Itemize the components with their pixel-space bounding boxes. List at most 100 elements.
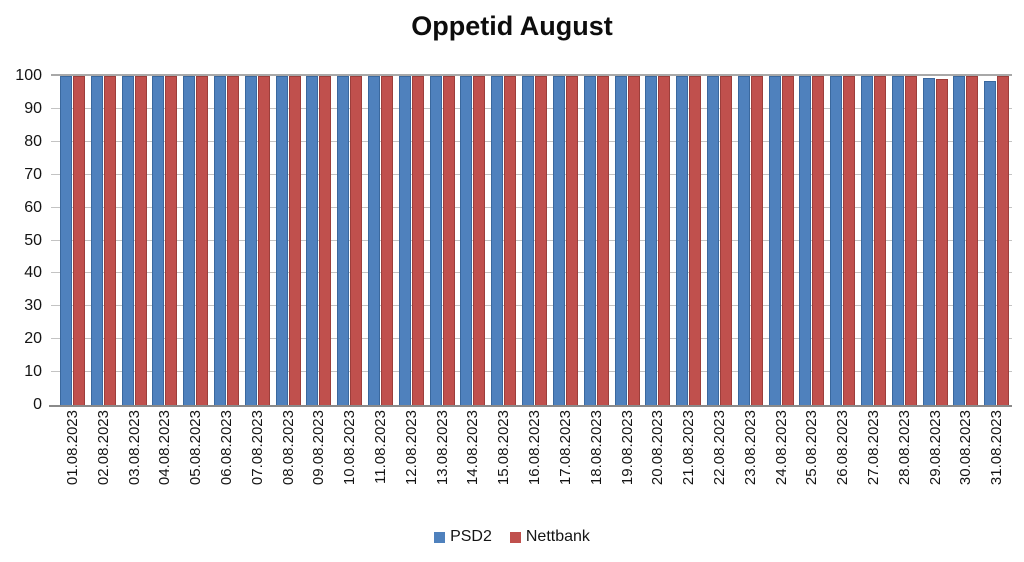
bar-nettbank-24.08.2023 bbox=[781, 76, 794, 405]
bar-nettbank-18.08.2023 bbox=[596, 76, 609, 405]
bar-psd2-07.08.2023 bbox=[244, 76, 257, 405]
bar-psd2-12.08.2023 bbox=[398, 76, 411, 405]
x-label-cell-26.08.2023: 26.08.2023 bbox=[827, 410, 858, 522]
bar-psd2-21.08.2023 bbox=[676, 76, 689, 405]
bar-group-14.08.2023 bbox=[458, 76, 489, 405]
bar-psd2-24.08.2023 bbox=[768, 76, 781, 405]
bar-psd2-09.08.2023 bbox=[306, 76, 319, 405]
bar-psd2-05.08.2023 bbox=[183, 76, 196, 405]
bar-nettbank-10.08.2023 bbox=[350, 76, 363, 405]
legend: PSD2 Nettbank bbox=[0, 528, 1024, 546]
bar-group-26.08.2023 bbox=[827, 76, 858, 405]
x-label-cell-07.08.2023: 07.08.2023 bbox=[242, 410, 273, 522]
x-label-cell-28.08.2023: 28.08.2023 bbox=[889, 410, 920, 522]
bar-psd2-19.08.2023 bbox=[614, 76, 627, 405]
plot-area bbox=[49, 74, 1012, 407]
bar-psd2-04.08.2023 bbox=[152, 76, 165, 405]
x-tick-label: 20.08.2023 bbox=[649, 410, 667, 486]
bar-nettbank-02.08.2023 bbox=[103, 76, 116, 405]
bar-nettbank-20.08.2023 bbox=[658, 76, 671, 405]
bar-nettbank-15.08.2023 bbox=[504, 76, 517, 405]
bar-nettbank-27.08.2023 bbox=[874, 76, 887, 405]
x-tick-label: 05.08.2023 bbox=[187, 410, 205, 486]
x-tick-label: 28.08.2023 bbox=[895, 410, 913, 486]
x-label-cell-17.08.2023: 17.08.2023 bbox=[550, 410, 581, 522]
legend-item-nettbank: Nettbank bbox=[509, 528, 590, 546]
x-tick-label: 29.08.2023 bbox=[926, 410, 944, 486]
x-label-cell-09.08.2023: 09.08.2023 bbox=[304, 410, 335, 522]
bar-group-22.08.2023 bbox=[704, 76, 735, 405]
x-label-cell-29.08.2023: 29.08.2023 bbox=[920, 410, 951, 522]
x-label-cell-16.08.2023: 16.08.2023 bbox=[519, 410, 550, 522]
bar-group-25.08.2023 bbox=[797, 76, 828, 405]
bar-psd2-11.08.2023 bbox=[368, 76, 381, 405]
bars-container bbox=[57, 76, 1012, 405]
chart-title: Oppetid August bbox=[411, 11, 613, 41]
bar-group-23.08.2023 bbox=[735, 76, 766, 405]
x-label-cell-18.08.2023: 18.08.2023 bbox=[581, 410, 612, 522]
bar-psd2-03.08.2023 bbox=[121, 76, 134, 405]
x-label-cell-25.08.2023: 25.08.2023 bbox=[797, 410, 828, 522]
x-label-cell-27.08.2023: 27.08.2023 bbox=[858, 410, 889, 522]
x-label-cell-10.08.2023: 10.08.2023 bbox=[334, 410, 365, 522]
x-tick-label: 30.08.2023 bbox=[957, 410, 975, 486]
x-tick-label: 31.08.2023 bbox=[988, 410, 1006, 486]
x-label-cell-14.08.2023: 14.08.2023 bbox=[458, 410, 489, 522]
bar-group-17.08.2023 bbox=[550, 76, 581, 405]
bar-psd2-29.08.2023 bbox=[922, 77, 935, 405]
x-label-cell-31.08.2023: 31.08.2023 bbox=[981, 410, 1012, 522]
y-axis: 0 10 20 30 40 50 60 70 80 90 100 bbox=[0, 67, 46, 413]
x-tick-label: 01.08.2023 bbox=[63, 410, 81, 486]
bar-nettbank-05.08.2023 bbox=[196, 76, 209, 405]
x-tick-label: 07.08.2023 bbox=[248, 410, 266, 486]
bar-psd2-01.08.2023 bbox=[59, 76, 72, 405]
bar-psd2-31.08.2023 bbox=[984, 80, 997, 405]
x-tick-label: 16.08.2023 bbox=[526, 410, 544, 486]
bar-psd2-20.08.2023 bbox=[645, 76, 658, 405]
bar-group-04.08.2023 bbox=[149, 76, 180, 405]
bar-psd2-10.08.2023 bbox=[337, 76, 350, 405]
bar-nettbank-06.08.2023 bbox=[226, 76, 239, 405]
bar-nettbank-08.08.2023 bbox=[288, 76, 301, 405]
bar-group-28.08.2023 bbox=[889, 76, 920, 405]
x-tick-label: 17.08.2023 bbox=[556, 410, 574, 486]
x-tick-label: 26.08.2023 bbox=[834, 410, 852, 486]
x-tick-label: 02.08.2023 bbox=[94, 410, 112, 486]
bar-group-29.08.2023 bbox=[920, 76, 951, 405]
bar-nettbank-01.08.2023 bbox=[72, 76, 85, 405]
x-label-cell-21.08.2023: 21.08.2023 bbox=[673, 410, 704, 522]
x-axis: 01.08.2023 02.08.2023 03.08.2023 04.08.2023… bbox=[57, 410, 1012, 522]
x-label-cell-01.08.2023: 01.08.2023 bbox=[57, 410, 88, 522]
bar-psd2-23.08.2023 bbox=[737, 76, 750, 405]
x-tick-label: 04.08.2023 bbox=[156, 410, 174, 486]
y-tick-label-30: 30 bbox=[24, 297, 42, 315]
x-label-cell-08.08.2023: 08.08.2023 bbox=[273, 410, 304, 522]
x-tick-label: 06.08.2023 bbox=[217, 410, 235, 486]
bar-group-27.08.2023 bbox=[858, 76, 889, 405]
y-tick-label-10: 10 bbox=[24, 363, 42, 381]
bar-nettbank-03.08.2023 bbox=[134, 76, 147, 405]
x-tick-label: 14.08.2023 bbox=[464, 410, 482, 486]
x-tick-label: 13.08.2023 bbox=[433, 410, 451, 486]
bar-nettbank-30.08.2023 bbox=[966, 76, 979, 405]
x-tick-label: 23.08.2023 bbox=[741, 410, 759, 486]
bar-group-11.08.2023 bbox=[365, 76, 396, 405]
bar-group-09.08.2023 bbox=[304, 76, 335, 405]
bar-nettbank-22.08.2023 bbox=[719, 76, 732, 405]
bar-nettbank-09.08.2023 bbox=[319, 76, 332, 405]
y-tick-label-0: 0 bbox=[33, 396, 42, 413]
x-label-cell-23.08.2023: 23.08.2023 bbox=[735, 410, 766, 522]
bar-group-19.08.2023 bbox=[612, 76, 643, 405]
bar-group-13.08.2023 bbox=[427, 76, 458, 405]
y-tick-label-80: 80 bbox=[24, 132, 42, 150]
x-tick-label: 10.08.2023 bbox=[341, 410, 359, 486]
y-tick-label-20: 20 bbox=[24, 330, 42, 348]
x-tick-label: 27.08.2023 bbox=[865, 410, 883, 486]
bar-nettbank-25.08.2023 bbox=[812, 76, 825, 405]
bar-nettbank-23.08.2023 bbox=[750, 76, 763, 405]
x-label-cell-05.08.2023: 05.08.2023 bbox=[180, 410, 211, 522]
bar-psd2-06.08.2023 bbox=[213, 76, 226, 405]
y-tick-label-40: 40 bbox=[24, 264, 42, 282]
y-tick-label-50: 50 bbox=[24, 231, 42, 249]
x-label-cell-06.08.2023: 06.08.2023 bbox=[211, 410, 242, 522]
